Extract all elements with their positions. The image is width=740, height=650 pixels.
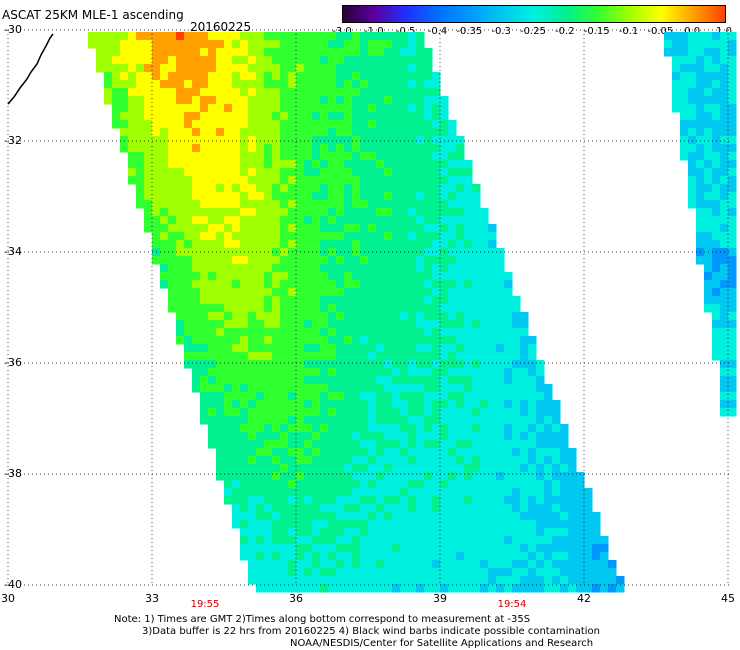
latitude-label: -30 <box>4 23 22 36</box>
colorbar-label: 0.0 <box>684 26 701 37</box>
colorbar-label: 1.0 <box>716 26 732 37</box>
colorbar <box>342 5 726 23</box>
colorbar-label: -0.4 <box>427 26 448 37</box>
longitude-label: 30 <box>1 592 15 605</box>
pass-time-right: 19:54 <box>497 599 527 610</box>
colorbar-label: -3.0 <box>332 26 352 37</box>
graticule <box>7 29 732 586</box>
note-line-1: Note: 1) Times are GMT 2)Times along bot… <box>114 614 531 625</box>
longitude-label: 33 <box>145 592 159 605</box>
colorbar-label: -0.5 <box>395 26 416 37</box>
colorbar-label: -0.35 <box>456 26 483 37</box>
map-title: ASCAT 25KM MLE-1 ascending <box>2 8 184 22</box>
latitude-label: -32 <box>4 134 22 147</box>
longitude-label: 42 <box>577 592 591 605</box>
longitude-label: 45 <box>721 592 735 605</box>
note-line-2: 3)Data buffer is 22 hrs from 20160225 4)… <box>142 626 600 637</box>
colorbar-label: -0.3 <box>491 26 511 37</box>
coastline <box>7 33 54 105</box>
latitude-label: -38 <box>4 467 22 480</box>
latitude-label: -36 <box>4 356 22 369</box>
colorbar-label: -1.0 <box>364 26 384 37</box>
map-date: 20160225 <box>190 20 252 34</box>
colorbar-label: -0.05 <box>647 26 674 37</box>
longitude-label: 39 <box>433 592 447 605</box>
colorbar-label: -0.25 <box>520 26 546 37</box>
pass-time-left: 19:55 <box>190 599 220 610</box>
colorbar-label: -0.1 <box>618 26 639 37</box>
colorbar-label: -0.15 <box>583 26 610 37</box>
latitude-label: -40 <box>4 578 22 591</box>
scatterometer-swaths <box>88 32 737 593</box>
note-line-3: NOAA/NESDIS/Center for Satellite Applica… <box>290 638 594 649</box>
colorbar-label: -0.2 <box>555 26 575 37</box>
latitude-label: -34 <box>4 245 22 258</box>
longitude-label: 36 <box>289 592 303 605</box>
